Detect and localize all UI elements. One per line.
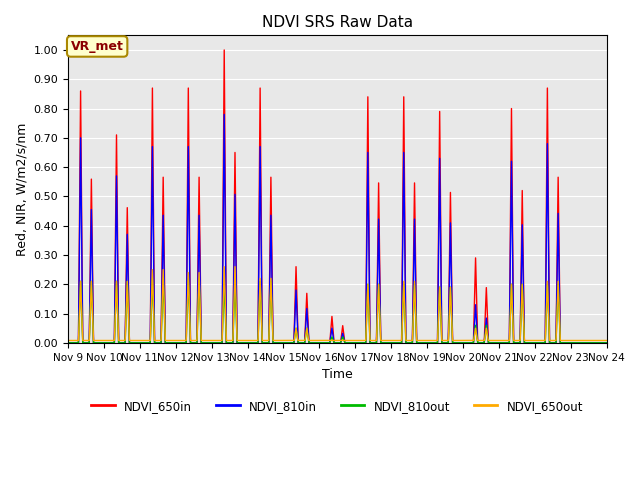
NDVI_650out — [579, 337, 586, 343]
NDVI_810out — [323, 340, 331, 346]
NDVI_650in — [603, 340, 611, 346]
NDVI_810out — [279, 340, 287, 346]
NDVI_810in — [579, 340, 586, 346]
X-axis label: Time: Time — [322, 368, 353, 381]
Line: NDVI_810out: NDVI_810out — [68, 278, 607, 343]
Legend: NDVI_650in, NDVI_810in, NDVI_810out, NDVI_650out: NDVI_650in, NDVI_810in, NDVI_810out, NDV… — [86, 395, 588, 417]
NDVI_650in — [279, 340, 287, 346]
NDVI_810out — [603, 340, 611, 346]
NDVI_810in — [323, 340, 331, 346]
NDVI_810in — [279, 340, 287, 346]
Line: NDVI_650in: NDVI_650in — [68, 50, 607, 343]
NDVI_810in — [64, 340, 72, 346]
NDVI_650in — [391, 340, 399, 346]
NDVI_650out — [279, 337, 287, 343]
NDVI_810in — [603, 340, 611, 346]
NDVI_810out — [64, 340, 72, 346]
NDVI_650out — [64, 337, 72, 343]
NDVI_650out — [231, 264, 239, 270]
NDVI_810out — [243, 340, 251, 346]
NDVI_650in — [243, 340, 251, 346]
Text: VR_met: VR_met — [71, 40, 124, 53]
NDVI_650in — [323, 340, 331, 346]
NDVI_810in — [172, 340, 179, 346]
NDVI_810out — [579, 340, 586, 346]
NDVI_650in — [172, 340, 179, 346]
NDVI_650in — [579, 340, 586, 346]
NDVI_650out — [323, 337, 331, 343]
Y-axis label: Red, NIR, W/m2/s/nm: Red, NIR, W/m2/s/nm — [15, 122, 28, 256]
NDVI_650out — [391, 337, 399, 343]
NDVI_810in — [243, 340, 251, 346]
NDVI_810out — [148, 276, 156, 281]
Line: NDVI_650out: NDVI_650out — [68, 267, 607, 340]
NDVI_810in — [220, 111, 228, 117]
Title: NDVI SRS Raw Data: NDVI SRS Raw Data — [262, 15, 413, 30]
NDVI_650in — [64, 340, 72, 346]
NDVI_650in — [220, 47, 228, 53]
Line: NDVI_810in: NDVI_810in — [68, 114, 607, 343]
NDVI_650out — [172, 337, 179, 343]
NDVI_810out — [172, 340, 179, 346]
NDVI_650out — [243, 337, 251, 343]
NDVI_650out — [603, 337, 611, 343]
NDVI_810in — [391, 340, 399, 346]
NDVI_810out — [391, 340, 399, 346]
